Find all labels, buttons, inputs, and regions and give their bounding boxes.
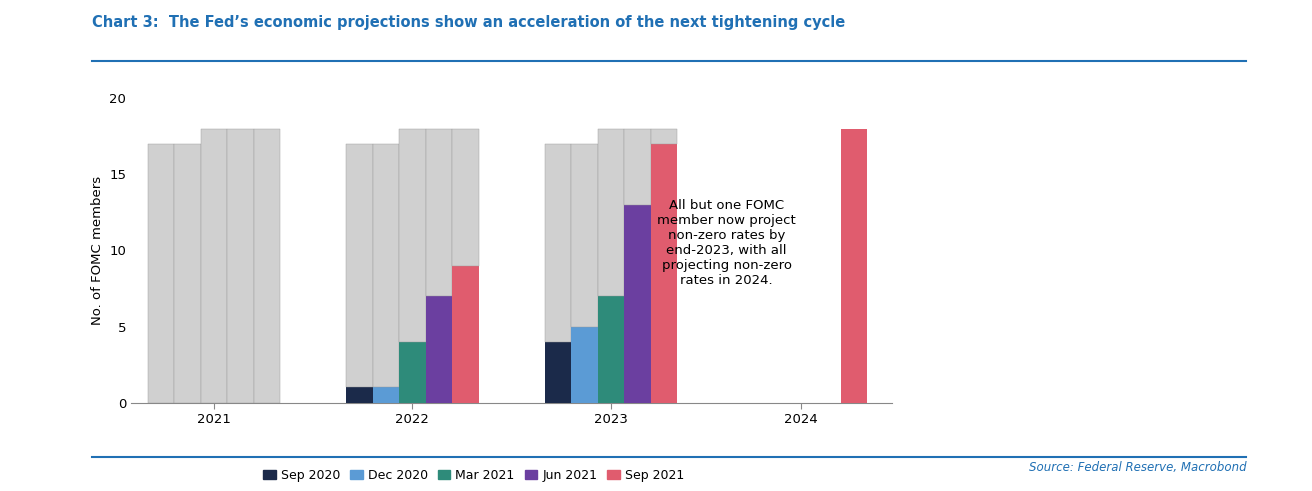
Bar — [399, 342, 425, 403]
Legend: Sep 2020, Dec 2020, Mar 2021, Jun 2021, Sep 2021: Sep 2020, Dec 2020, Mar 2021, Jun 2021, … — [258, 464, 689, 487]
Bar — [227, 129, 253, 403]
Text: All but one FOMC
member now project
non-zero rates by
end-2023, with all
project: All but one FOMC member now project non-… — [657, 199, 796, 287]
Bar — [373, 387, 399, 403]
Bar — [598, 129, 625, 296]
Bar — [544, 144, 571, 342]
Bar — [174, 144, 201, 403]
Bar — [425, 296, 453, 403]
Bar — [453, 266, 479, 403]
Bar — [571, 144, 598, 327]
Bar — [346, 144, 373, 387]
Bar — [425, 129, 453, 296]
Bar — [346, 387, 373, 403]
Bar — [571, 327, 598, 403]
Bar — [453, 129, 479, 266]
Bar — [148, 144, 174, 403]
Bar — [651, 129, 677, 144]
Bar — [651, 144, 677, 403]
Bar — [253, 129, 279, 403]
Bar — [544, 342, 571, 403]
Text: Source: Federal Reserve, Macrobond: Source: Federal Reserve, Macrobond — [1029, 461, 1246, 474]
Bar — [625, 129, 651, 205]
Y-axis label: No. of FOMC members: No. of FOMC members — [91, 176, 104, 325]
Text: Chart 3:  The Fed’s economic projections show an acceleration of the next tighte: Chart 3: The Fed’s economic projections … — [92, 15, 845, 30]
Bar — [373, 144, 399, 387]
Bar — [841, 129, 867, 403]
Bar — [201, 129, 227, 403]
Bar — [598, 296, 625, 403]
Bar — [625, 205, 651, 403]
Bar — [399, 129, 425, 342]
